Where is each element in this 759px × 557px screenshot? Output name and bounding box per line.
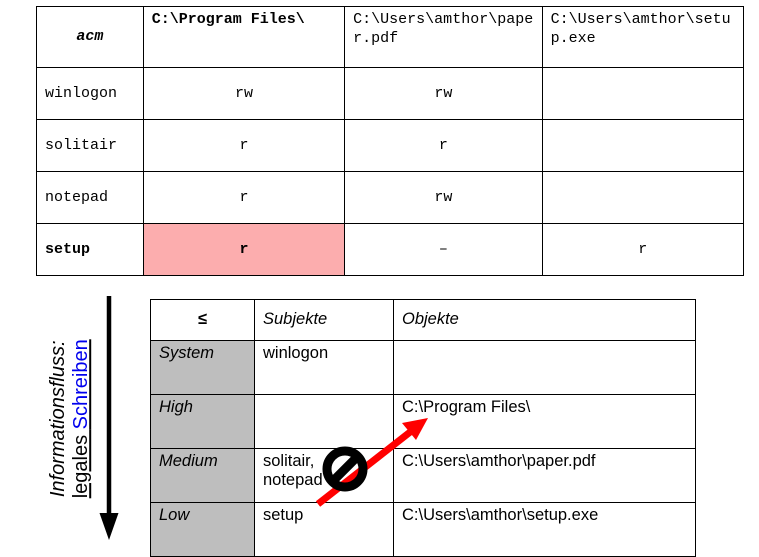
lattice-objects-medium: C:\Users\amthor\paper.pdf	[393, 448, 696, 503]
table-row: setup r – r	[36, 223, 745, 276]
lattice-header-subjekte: Subjekte	[254, 299, 394, 341]
lattice-objects-high: C:\Program Files\	[393, 394, 696, 449]
lattice-level-medium: Medium	[150, 448, 255, 503]
acm-row-label-solitair: solitair	[36, 119, 144, 172]
acm-row-label-setup: setup	[36, 223, 144, 276]
acm-row-label-winlogon: winlogon	[36, 67, 144, 120]
acm-cell-winlogon-paper-pdf: rw	[344, 67, 543, 120]
acm-cell-setup-program-files: r	[142, 223, 346, 276]
caption-line-legales-schreiben: legales Schreiben	[70, 297, 93, 541]
table-row: winlogon rw rw	[36, 67, 745, 120]
acm-column-header-setup-exe: C:\Users\amthor\setup.exe	[541, 6, 745, 68]
table-row: Medium solitair, notepad C:\Users\amthor…	[150, 448, 696, 503]
lattice-objects-system	[393, 340, 696, 395]
acm-cell-notepad-setup-exe	[541, 171, 745, 224]
acm-cell-notepad-program-files: r	[142, 171, 346, 224]
acm-cell-solitair-paper-pdf: r	[344, 119, 543, 172]
lattice-subjects-high	[254, 394, 394, 449]
table-row: solitair r r	[36, 119, 745, 172]
acm-row-label-notepad: notepad	[36, 171, 144, 224]
acm-cell-notepad-paper-pdf: rw	[344, 171, 543, 224]
downward-flow-arrow-icon	[99, 296, 119, 540]
lattice-header-objekte: Objekte	[393, 299, 696, 341]
lattice-level-system: System	[150, 340, 255, 395]
acm-column-header-paper-pdf: C:\Users\amthor\paper.pdf	[344, 6, 543, 68]
lattice-subjects-system: winlogon	[254, 340, 394, 395]
acm-cell-setup-setup-exe: r	[541, 223, 745, 276]
acm-cell-solitair-program-files: r	[142, 119, 346, 172]
lattice-header-order-symbol: ≤	[150, 299, 255, 341]
acm-cell-setup-paper-pdf: –	[344, 223, 543, 276]
table-row: notepad r rw	[36, 171, 745, 224]
acm-header-row: acm C:\Program Files\ C:\Users\amthor\pa…	[36, 6, 745, 68]
acm-cell-winlogon-setup-exe	[541, 67, 745, 120]
lattice-level-high: High	[150, 394, 255, 449]
security-lattice-container: ≤ Subjekte Objekte System winlogon High …	[150, 299, 696, 557]
lattice-subjects-low: setup	[254, 502, 394, 557]
information-flow-caption-text: Informationsfluss: legales Schreiben	[47, 297, 93, 541]
lattice-objects-low: C:\Users\amthor\setup.exe	[393, 502, 696, 557]
acm-cell-winlogon-program-files: rw	[142, 67, 346, 120]
caption-line-informationsfluss: Informationsfluss:	[47, 340, 70, 498]
lattice-level-low: Low	[150, 502, 255, 557]
lattice-header-row: ≤ Subjekte Objekte	[150, 299, 696, 341]
acm-column-header-program-files: C:\Program Files\	[142, 6, 346, 68]
security-lattice-table: ≤ Subjekte Objekte System winlogon High …	[150, 299, 696, 557]
caption-word-legales: legales	[70, 429, 92, 499]
caption-word-schreiben: Schreiben	[70, 339, 92, 430]
acm-corner-label: acm	[36, 6, 144, 68]
table-row: High C:\Program Files\	[150, 394, 696, 449]
table-row: System winlogon	[150, 340, 696, 395]
acm-cell-solitair-setup-exe	[541, 119, 745, 172]
access-control-matrix: acm C:\Program Files\ C:\Users\amthor\pa…	[36, 6, 745, 276]
table-row: Low setup C:\Users\amthor\setup.exe	[150, 502, 696, 557]
lattice-subjects-medium: solitair, notepad	[254, 448, 394, 503]
